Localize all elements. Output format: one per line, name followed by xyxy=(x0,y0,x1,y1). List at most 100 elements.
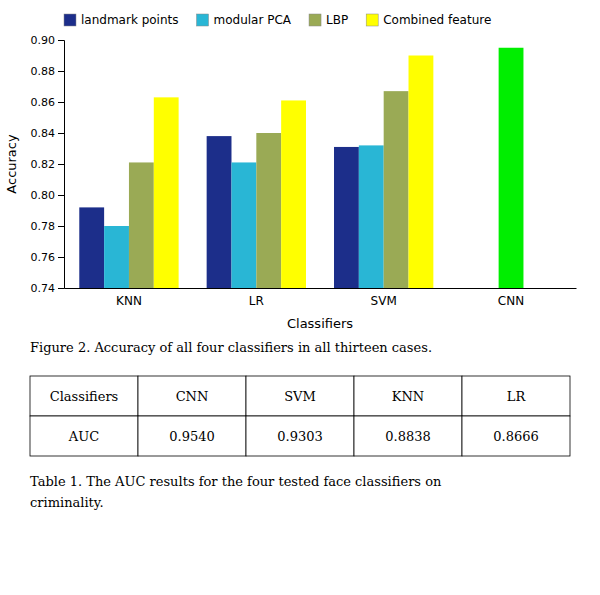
table-cell-text: 0.8666 xyxy=(493,429,539,444)
y-axis-title: Accuracy xyxy=(4,134,19,194)
y-tick-mark xyxy=(58,71,64,72)
x-tick: KNN xyxy=(116,294,142,308)
y-tick-mark xyxy=(58,164,64,165)
x-tick-label: SVM xyxy=(371,294,397,308)
x-tick-label: KNN xyxy=(116,294,142,308)
y-tick: 0.84 xyxy=(31,127,65,140)
y-tick-label: 0.76 xyxy=(31,251,56,264)
y-tick-label: 0.86 xyxy=(31,96,56,109)
table-cell: 0.9303 xyxy=(246,416,354,456)
bar xyxy=(499,48,524,288)
table-cell-text: Classifiers xyxy=(50,389,119,404)
y-tick-mark xyxy=(58,195,64,196)
bar xyxy=(384,91,409,288)
table-cell-text: CNN xyxy=(176,389,209,404)
bar xyxy=(154,97,179,288)
y-tick-mark xyxy=(58,40,64,41)
table-cell-border xyxy=(354,376,462,416)
table-cell-text: KNN xyxy=(392,389,424,404)
y-tick-label: 0.78 xyxy=(31,220,56,233)
y-tick: 0.86 xyxy=(31,96,65,109)
figure: 0.74 0.76 0.78 0.80 0.82 0.84 0.86 0.88 0.90 KNN L… xyxy=(0,0,600,595)
y-axis: 0.74 0.76 0.78 0.80 0.82 0.84 0.86 0.88 0.90 xyxy=(31,34,65,295)
table-cell-text: 0.9303 xyxy=(277,429,323,444)
y-tick-label: 0.82 xyxy=(31,158,56,171)
y-tick: 0.80 xyxy=(31,189,65,202)
table-header-cell: LR xyxy=(462,376,570,416)
x-axis-line xyxy=(65,288,577,289)
table-cell-border xyxy=(462,376,570,416)
table-cell-border xyxy=(246,416,354,456)
bar xyxy=(334,147,359,288)
table-cell-text: SVM xyxy=(284,389,316,404)
y-tick-mark xyxy=(58,257,64,258)
bar-chart: 0.74 0.76 0.78 0.80 0.82 0.84 0.86 0.88 0.90 KNN L… xyxy=(4,13,577,355)
table-cell: 0.8838 xyxy=(354,416,462,456)
y-tick: 0.88 xyxy=(31,65,65,78)
legend-swatch xyxy=(309,14,321,26)
x-axis: KNN LR SVM CNN xyxy=(65,289,577,308)
legend-swatch xyxy=(64,14,76,26)
legend-item: modular PCA xyxy=(197,13,292,27)
legend-label: LBP xyxy=(326,13,348,27)
y-tick: 0.82 xyxy=(31,158,65,171)
y-tick-label: 0.88 xyxy=(31,65,56,78)
table-cell: 0.8666 xyxy=(462,416,570,456)
legend-label: modular PCA xyxy=(214,13,292,27)
table-header-cell: CNN xyxy=(138,376,246,416)
x-tick: SVM xyxy=(371,294,397,308)
table-cell-border xyxy=(30,376,138,416)
y-tick-label: 0.84 xyxy=(31,127,56,140)
y-tick-label: 0.90 xyxy=(31,34,56,47)
y-tick-label: 0.80 xyxy=(31,189,56,202)
table-cell: AUC xyxy=(30,416,138,456)
bar xyxy=(231,162,256,288)
bars xyxy=(79,48,523,288)
legend-label: landmark points xyxy=(81,13,179,27)
x-axis-title: Classifiers xyxy=(287,316,353,331)
table-header-cell: SVM xyxy=(246,376,354,416)
table: Classifiers CNN SVM KNN LR AUC 0.9540 0.9303 0.8… xyxy=(30,376,570,510)
table-cell-border xyxy=(354,416,462,456)
x-tick: CNN xyxy=(498,294,524,308)
table-cell-border xyxy=(30,416,138,456)
table-caption: criminality. xyxy=(30,495,104,510)
legend: landmark points modular PCA LBP Combined fe… xyxy=(64,13,491,27)
table-cell-border xyxy=(138,376,246,416)
bar xyxy=(104,226,129,288)
legend-swatch xyxy=(197,14,209,26)
bar xyxy=(281,100,306,288)
y-tick-mark xyxy=(58,133,64,134)
bar xyxy=(256,133,281,288)
y-axis-line xyxy=(58,41,65,289)
bar xyxy=(207,136,232,288)
table-cell-border xyxy=(246,376,354,416)
y-tick-mark xyxy=(58,102,64,103)
legend-item: landmark points xyxy=(64,13,179,27)
y-tick: 0.90 xyxy=(31,34,65,47)
table-cell-text: AUC xyxy=(68,429,99,444)
table-cell-text: 0.9540 xyxy=(169,429,215,444)
table-cell-border xyxy=(138,416,246,456)
table-caption: Table 1. The AUC results for the four te… xyxy=(30,474,442,489)
x-tick-label: CNN xyxy=(498,294,524,308)
legend-item: LBP xyxy=(309,13,348,27)
legend-swatch xyxy=(366,14,378,26)
table-cell-border xyxy=(462,416,570,456)
table-cell: 0.9540 xyxy=(138,416,246,456)
y-tick: 0.74 xyxy=(31,282,65,295)
y-tick: 0.78 xyxy=(31,220,65,233)
table-cell-text: LR xyxy=(507,389,527,404)
y-tick-mark xyxy=(58,226,64,227)
x-tick: LR xyxy=(249,294,264,308)
table-header-cell: KNN xyxy=(354,376,462,416)
table-cell-text: 0.8838 xyxy=(385,429,431,444)
y-tick-mark xyxy=(58,288,64,289)
bar xyxy=(409,56,434,289)
bar xyxy=(79,207,104,288)
figure-caption: Figure 2. Accuracy of all four classifie… xyxy=(30,340,432,355)
y-tick: 0.76 xyxy=(31,251,65,264)
legend-label: Combined feature xyxy=(383,13,491,27)
x-tick-label: LR xyxy=(249,294,264,308)
legend-item: Combined feature xyxy=(366,13,491,27)
